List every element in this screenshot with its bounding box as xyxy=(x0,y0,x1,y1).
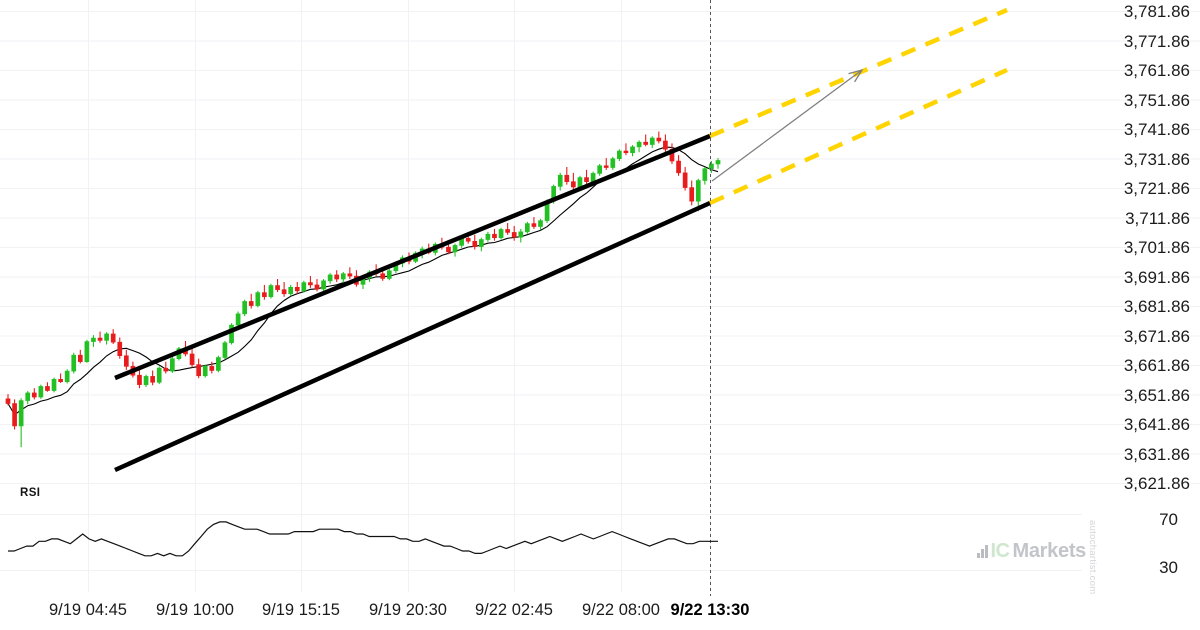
price-tick-label: 3,651.86 xyxy=(1123,385,1190,405)
price-tick-label: 3,701.86 xyxy=(1123,238,1190,257)
price-tick-label: 3,621.86 xyxy=(1123,474,1190,493)
time-tick-label: 9/19 15:15 xyxy=(262,601,340,619)
price-tick-label: 3,641.86 xyxy=(1123,415,1190,434)
candlestick-series xyxy=(5,131,721,448)
time-tick-label: 9/22 02:45 xyxy=(475,601,553,619)
time-tick-label-current: 9/22 13:30 xyxy=(670,601,750,619)
price-tick-label: 3,681.86 xyxy=(1123,297,1190,316)
time-tick-label: 9/19 10:00 xyxy=(156,601,234,619)
time-tick-label: 9/19 04:45 xyxy=(49,601,127,619)
time-tick-label: 9/19 20:30 xyxy=(369,601,447,619)
price-tick-label: 3,751.86 xyxy=(1123,90,1190,110)
price-tick-label: 3,731.86 xyxy=(1123,149,1190,169)
time-axis: 9/19 04:45 9/19 10:00 9/19 15:15 9/19 20:30… xyxy=(0,596,1082,630)
vertical-gridlines xyxy=(88,0,711,592)
price-tick-label: 3,671.86 xyxy=(1123,326,1190,346)
price-axis: 3,781.86 3,771.86 3,761.86 3,751.86 3,741.86… xyxy=(1082,0,1200,595)
price-tick-label: 3,631.86 xyxy=(1123,444,1190,464)
price-tick-label: 3,771.86 xyxy=(1123,31,1190,51)
forecast-arrow xyxy=(711,68,864,182)
price-tick-label: 3,661.86 xyxy=(1123,356,1190,375)
horizontal-gridlines xyxy=(0,11,1200,571)
rsi-series xyxy=(8,521,718,557)
channel-trendlines xyxy=(114,133,711,473)
price-tick-label: 3,721.86 xyxy=(1123,179,1190,198)
rsi-tick-label: 70 xyxy=(1159,509,1178,529)
time-tick-label: 9/22 08:00 xyxy=(582,601,660,619)
price-tick-label: 3,761.86 xyxy=(1123,61,1190,80)
price-tick-label: 3,741.86 xyxy=(1123,120,1190,139)
price-tick-label: 3,711.86 xyxy=(1125,208,1190,228)
forecast-projection-lines xyxy=(709,7,1008,206)
price-tick-label: 3,781.86 xyxy=(1123,2,1190,21)
rsi-panel-label: RSI xyxy=(20,487,41,499)
price-tick-label: 3,691.86 xyxy=(1123,267,1190,287)
rsi-tick-label: 30 xyxy=(1159,557,1178,577)
